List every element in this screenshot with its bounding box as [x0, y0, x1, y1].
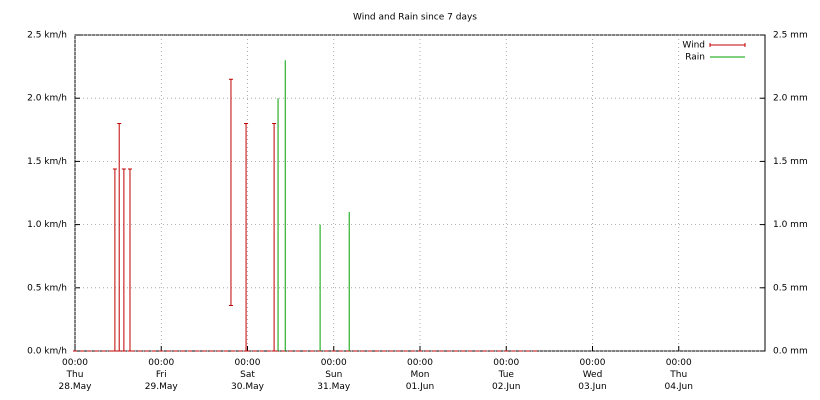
wind-bar — [127, 168, 132, 352]
wind-bar — [117, 122, 122, 352]
y-tick-label: 1.5 km/h — [27, 157, 67, 167]
x-tick-label: 00:00 Tue 02.Jun — [492, 358, 521, 392]
wind-bar — [112, 168, 117, 352]
y2-tick-label: 2.0 mm — [773, 94, 808, 104]
y2-tick-label: 1.0 mm — [773, 220, 808, 230]
y-tick-label: 1.0 km/h — [27, 220, 67, 230]
chart-title: Wind and Rain since 7 days — [353, 13, 477, 23]
y-tick-label: 0.0 km/h — [27, 347, 67, 357]
legend-swatch — [709, 43, 746, 47]
wind-bar — [228, 78, 233, 306]
y2-tick-label: 1.5 mm — [773, 157, 808, 167]
legend-label: Rain — [685, 53, 705, 63]
x-tick-label: 00:00 Fri 29.May — [144, 358, 178, 392]
y-tick-label: 2.0 km/h — [27, 94, 67, 104]
x-tick-label: 00:00 Thu 28.May — [58, 358, 92, 392]
wind-bar — [272, 122, 277, 352]
x-tick-label: 00:00 Mon 01.Jun — [405, 358, 435, 392]
wind-bar — [244, 122, 249, 352]
y2-tick-label: 0.0 mm — [773, 347, 808, 357]
x-tick-label: 00:00 Thu 04.Jun — [664, 358, 693, 392]
y2-tick-label: 0.5 mm — [773, 283, 808, 293]
x-tick-label: 00:00 Sun 31.May — [317, 358, 351, 392]
y-tick-label: 0.5 km/h — [27, 283, 67, 293]
y2-tick-label: 2.5 mm — [773, 31, 808, 41]
y-tick-label: 2.5 km/h — [27, 31, 67, 41]
legend-label: Wind — [682, 41, 705, 51]
wind-bar — [121, 168, 126, 352]
x-tick-label: 00:00 Sat 30.May — [231, 358, 264, 392]
x-tick-label: 00:00 Wed 03.Jun — [578, 358, 607, 392]
